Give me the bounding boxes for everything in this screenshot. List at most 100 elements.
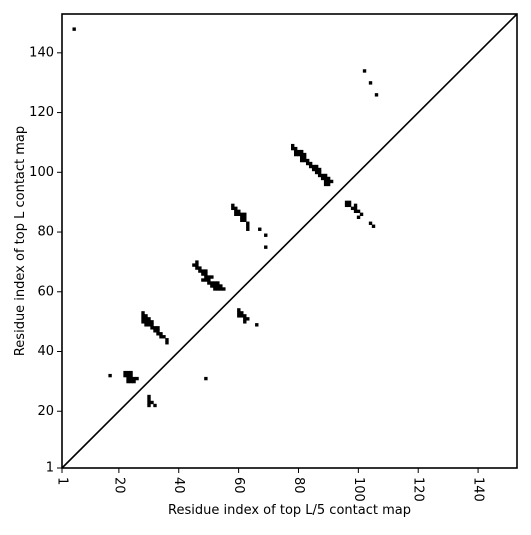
y-tick-label: 60 bbox=[37, 284, 54, 299]
contact-point-upper bbox=[150, 326, 154, 330]
contact-point-upper bbox=[156, 326, 160, 330]
contact-point-upper bbox=[207, 275, 211, 279]
x-axis-ticks: 1 20 40 60 80 100 120 140 bbox=[55, 468, 486, 502]
contact-point-upper bbox=[302, 152, 307, 157]
plot-frame bbox=[61, 13, 518, 469]
x-tick-label: 100 bbox=[351, 477, 366, 502]
contact-point-upper bbox=[246, 224, 250, 228]
contact-point-upper bbox=[210, 284, 214, 288]
contact-point-upper bbox=[317, 173, 322, 178]
y-tick-label: 100 bbox=[29, 165, 54, 180]
contact-point-upper bbox=[359, 212, 364, 217]
contact-point-upper bbox=[237, 314, 241, 318]
contact-point-upper bbox=[308, 164, 313, 169]
contact-point-upper bbox=[150, 320, 154, 324]
contact-point-upper bbox=[153, 329, 157, 333]
contact-point-upper bbox=[141, 320, 145, 324]
contact-point-upper bbox=[296, 152, 301, 157]
contact-point-lower bbox=[108, 373, 112, 378]
contact-point-lower bbox=[126, 373, 130, 378]
contact-point-upper bbox=[293, 146, 298, 151]
contact-point-upper bbox=[347, 203, 352, 208]
contact-point-upper bbox=[323, 176, 328, 181]
contact-point-lower bbox=[126, 379, 130, 384]
contact-point-lower bbox=[129, 373, 133, 378]
contact-point-upper bbox=[305, 161, 310, 166]
x-tick-label: 1 bbox=[55, 477, 70, 485]
contact-point-upper bbox=[159, 335, 163, 339]
contact-point-upper bbox=[293, 152, 298, 157]
contact-point-upper bbox=[210, 275, 214, 279]
contact-point-upper bbox=[234, 206, 238, 211]
contact-point-upper bbox=[374, 93, 379, 97]
x-tick-label: 40 bbox=[171, 477, 186, 494]
contact-point-upper bbox=[368, 221, 373, 225]
contact-point-upper bbox=[314, 170, 319, 175]
contact-point-lower bbox=[132, 379, 136, 384]
contact-point-upper bbox=[147, 317, 151, 321]
x-axis-label: Residue index of top L/5 contact map bbox=[168, 503, 411, 518]
contact-point-upper bbox=[240, 218, 244, 222]
x-tick-label: 140 bbox=[471, 477, 486, 502]
contact-point-upper bbox=[210, 281, 214, 285]
contact-point-upper bbox=[344, 203, 349, 208]
contact-point-upper bbox=[237, 311, 241, 315]
contact-point-upper bbox=[356, 209, 361, 214]
contact-point-upper bbox=[204, 275, 208, 279]
contact-point-upper bbox=[162, 335, 166, 339]
contact-point-upper bbox=[213, 287, 217, 291]
contact-point-upper bbox=[156, 329, 160, 333]
contact-point-upper bbox=[323, 179, 328, 184]
contact-point-upper bbox=[293, 149, 298, 154]
contact-point-upper bbox=[231, 203, 235, 208]
contact-point-upper bbox=[353, 209, 358, 214]
contact-point-upper bbox=[231, 206, 235, 211]
contact-point-upper bbox=[240, 314, 244, 318]
contact-point-upper bbox=[195, 266, 199, 270]
contact-point-upper bbox=[320, 176, 325, 181]
contact-point-upper bbox=[147, 320, 151, 324]
contact-point-upper bbox=[195, 263, 199, 267]
contact-point-upper bbox=[371, 224, 376, 228]
contact-point-upper bbox=[237, 212, 241, 217]
contact-point-upper bbox=[213, 284, 217, 288]
contact-point-upper bbox=[240, 311, 244, 315]
contact-point-lower bbox=[147, 394, 151, 399]
contact-point-upper bbox=[204, 272, 208, 276]
contact-point-upper bbox=[299, 158, 304, 163]
contact-point-lower bbox=[147, 397, 151, 402]
contact-point-upper bbox=[243, 212, 247, 217]
contact-point-upper bbox=[243, 215, 247, 219]
y-axis-label: Residue index of top L contact map bbox=[13, 126, 28, 356]
contact-point-upper bbox=[141, 311, 145, 315]
contact-point-lower bbox=[126, 376, 130, 381]
contact-point-upper bbox=[222, 287, 226, 291]
contact-point-upper bbox=[234, 212, 238, 217]
contact-point-upper bbox=[237, 209, 241, 214]
contact-point-upper bbox=[353, 203, 358, 208]
contact-point-lower bbox=[153, 403, 157, 408]
contact-point-upper bbox=[255, 323, 259, 327]
contact-point-upper bbox=[246, 227, 250, 231]
contact-point-lower bbox=[129, 376, 133, 381]
contact-point-upper bbox=[216, 281, 220, 285]
contact-point-upper bbox=[198, 266, 202, 270]
contact-point-upper bbox=[356, 215, 361, 219]
contact-point-upper bbox=[240, 215, 244, 219]
contact-point-lower bbox=[129, 379, 133, 384]
contact-point-lower bbox=[126, 370, 130, 375]
contact-point-upper bbox=[201, 278, 205, 282]
contact-point-upper bbox=[243, 317, 247, 321]
contact-point-upper bbox=[326, 176, 331, 181]
contact-point-lower bbox=[204, 376, 208, 381]
contact-point-upper bbox=[147, 323, 151, 327]
contact-point-upper bbox=[198, 269, 202, 273]
contact-point-upper bbox=[299, 149, 304, 154]
contact-marks bbox=[72, 27, 379, 408]
contact-point-upper bbox=[216, 287, 220, 291]
contact-point-upper bbox=[141, 317, 145, 321]
contact-point-lower bbox=[132, 376, 136, 381]
